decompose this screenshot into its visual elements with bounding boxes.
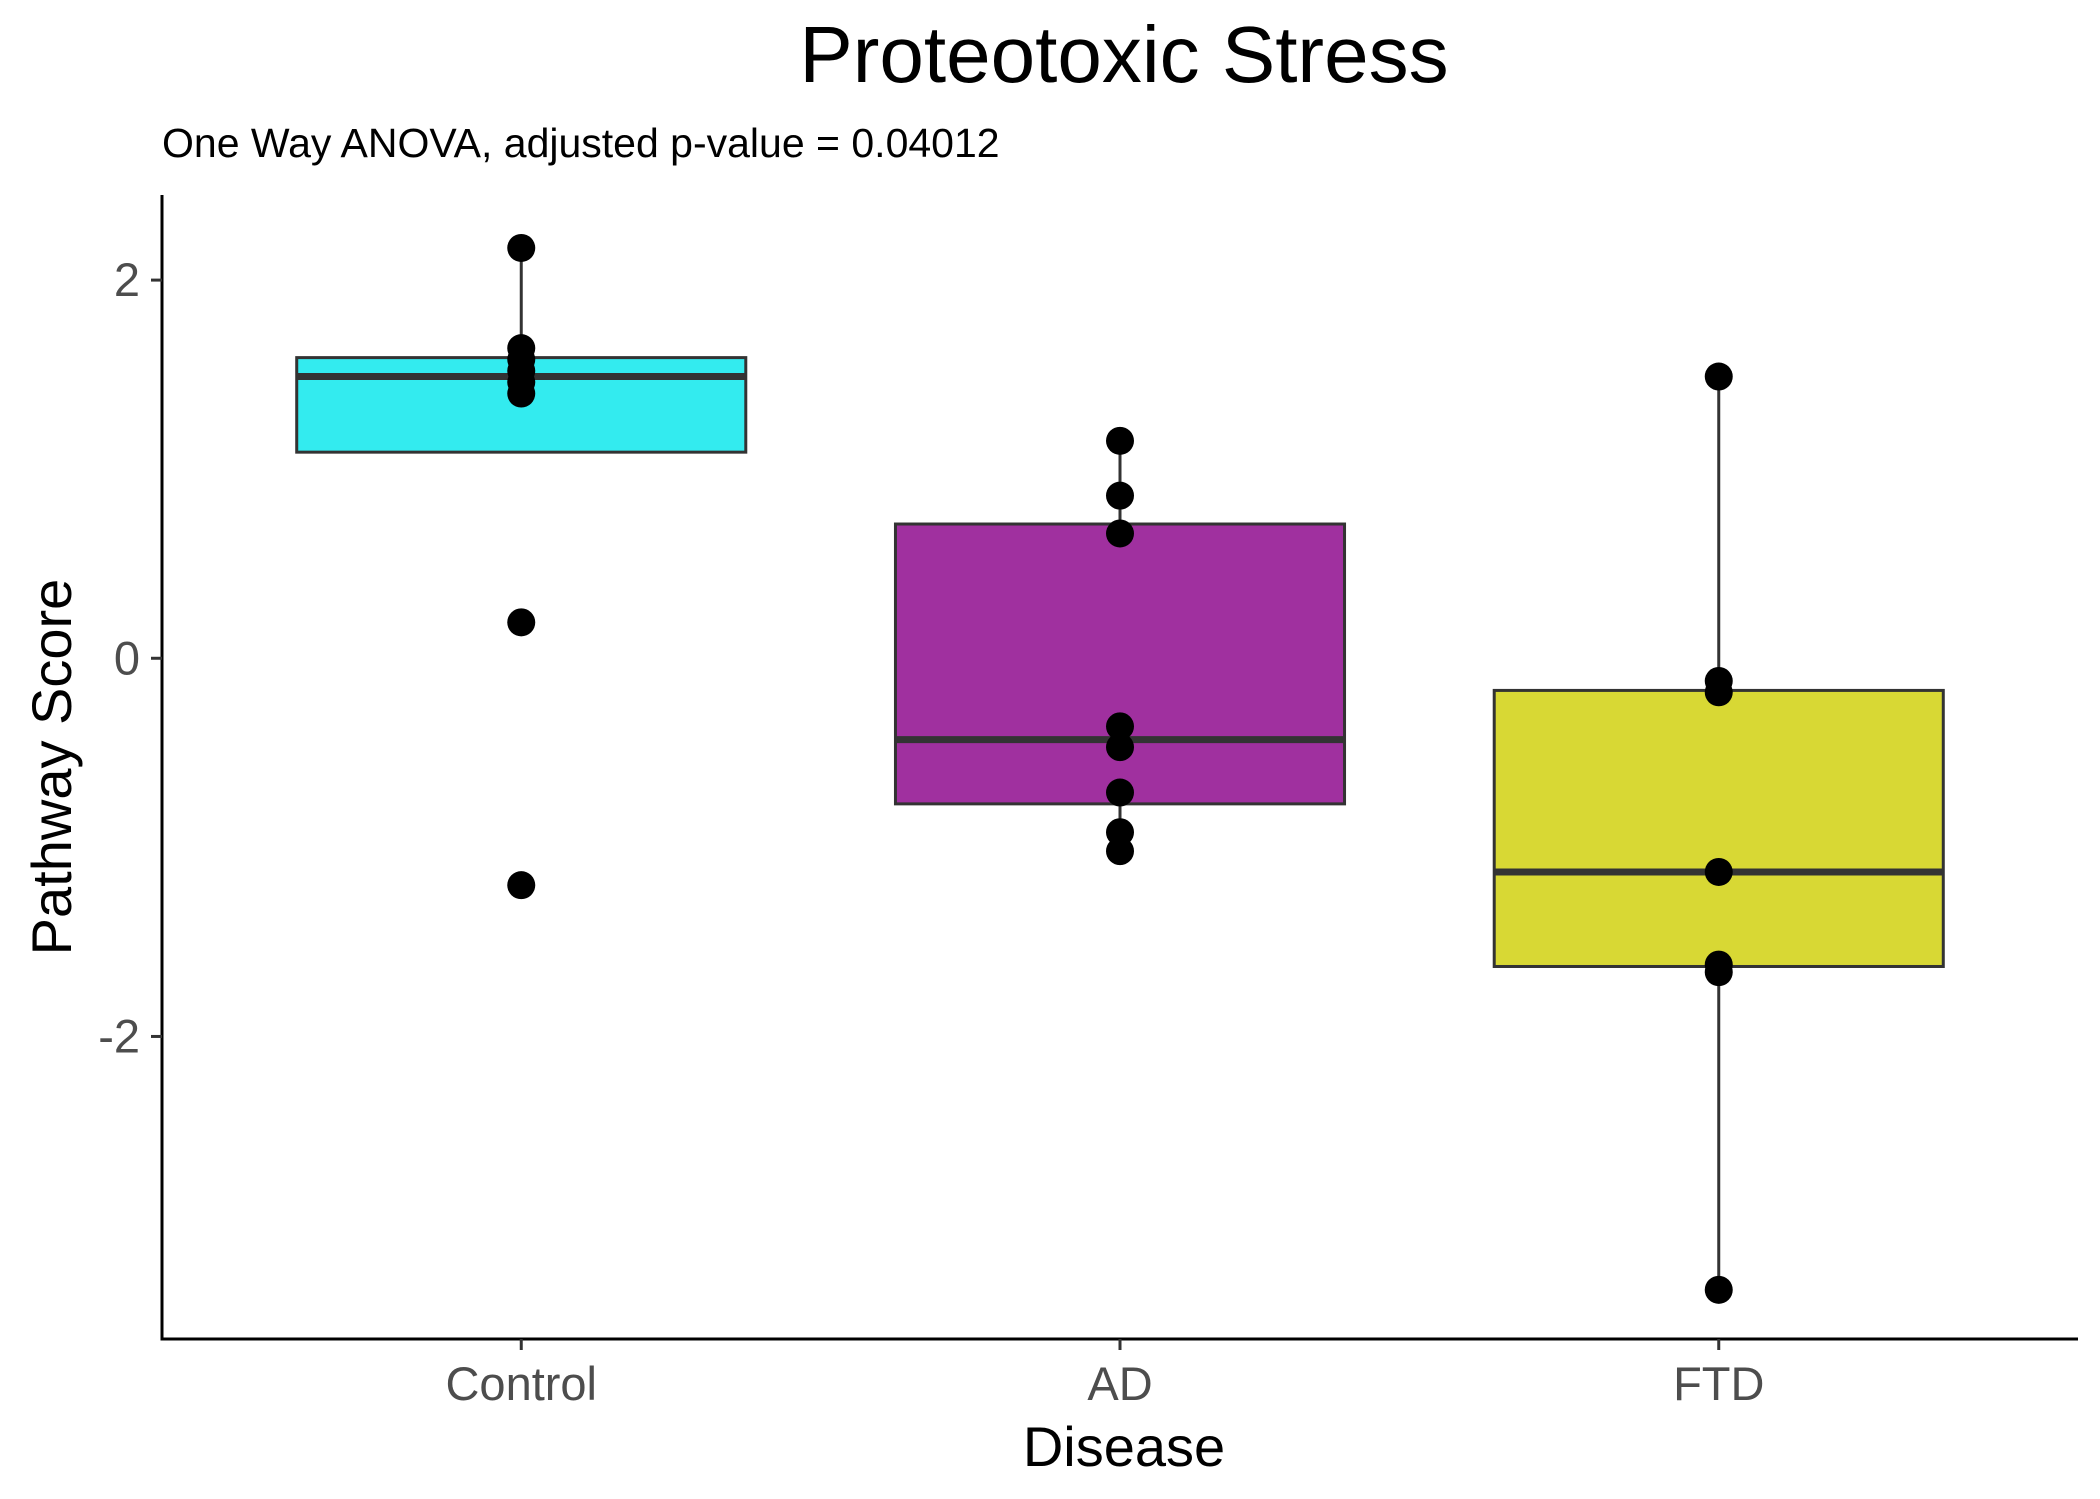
box-ftd [1492, 688, 1945, 968]
data-point-ad-3 [1106, 519, 1134, 548]
x-axis-title: Disease [1023, 1415, 1225, 1478]
data-point-ad-5 [1106, 733, 1134, 762]
x-tick-label: Control [445, 1357, 597, 1410]
y-tick-label: -2 [98, 1009, 140, 1062]
data-point-ad-1 [1106, 426, 1134, 455]
plot-area [295, 233, 1945, 1304]
data-point-ftd-3 [1704, 678, 1733, 707]
box-group-ftd [1492, 376, 1945, 1290]
chart-subtitle: One Way ANOVA, adjusted p-value = 0.0401… [162, 120, 1000, 166]
data-point-ad-4 [1106, 712, 1134, 741]
data-point-ftd-6 [1704, 958, 1733, 987]
box-ad [893, 522, 1347, 806]
y-axis-ticks: 2 0 -2 [98, 253, 162, 1062]
data-point-ad-8 [1106, 837, 1134, 866]
data-point-control-1 [507, 233, 536, 262]
y-tick-label: 0 [114, 631, 140, 684]
y-axis-title: Pathway Score [20, 579, 83, 956]
data-point-control-6 [507, 379, 536, 408]
x-axis-ticks: Control AD FTD [445, 1339, 1764, 1410]
data-point-ftd-1 [1704, 362, 1733, 391]
data-point-ftd-7 [1704, 1275, 1733, 1304]
data-point-control-8 [507, 871, 536, 900]
chart-title: Proteotoxic Stress [799, 10, 1448, 99]
data-point-ad-6 [1106, 778, 1134, 807]
data-point-control-7 [507, 608, 536, 637]
data-point-ftd-4 [1704, 857, 1733, 886]
y-tick-label: 2 [114, 253, 140, 306]
data-point-ad-2 [1106, 481, 1134, 510]
x-tick-label: FTD [1673, 1357, 1764, 1410]
x-tick-label: AD [1087, 1357, 1152, 1410]
